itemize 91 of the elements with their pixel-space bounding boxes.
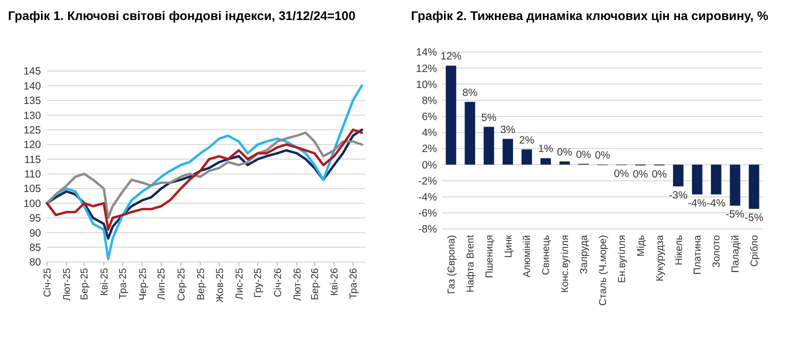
y-tick-label: 130 <box>23 110 42 122</box>
data-label: 0% <box>557 146 572 158</box>
x-tick-label: Сталь (Ч.море) <box>598 235 609 306</box>
y-tick-label: 80 <box>29 256 42 269</box>
x-tick-label: Платина <box>692 234 704 275</box>
y-tick-label: -6% <box>418 208 437 220</box>
data-label: 3% <box>500 124 516 136</box>
x-tick-label: Конс.вугілля <box>560 235 572 293</box>
data-label: -5% <box>726 208 744 221</box>
bar <box>540 158 551 165</box>
x-tick-label: Бер-26 <box>310 268 322 300</box>
y-tick-label: -2% <box>418 175 437 188</box>
data-label: -4% <box>688 197 707 210</box>
x-tick-label: Кві-25 <box>99 268 110 296</box>
data-label: 2% <box>519 134 534 146</box>
y-tick-label: 120 <box>23 139 42 152</box>
y-tick-label: 14% <box>416 46 437 59</box>
bar <box>748 164 760 209</box>
x-tick-label: Свинець <box>541 235 552 276</box>
y-tick-label: 90 <box>29 227 42 240</box>
x-tick-label: Паладій <box>730 235 742 273</box>
bar <box>464 102 476 165</box>
y-tick-label: 0% <box>422 159 437 172</box>
y-tick-label: 4% <box>422 127 437 140</box>
data-label: 0% <box>652 168 667 180</box>
y-tick-label: 85 <box>29 242 42 254</box>
x-tick-label: Пшениця <box>484 235 496 278</box>
data-label: 0% <box>576 148 592 161</box>
chart-title: Графік 2. Тижнева динаміка ключових цін на сировину, % <box>411 9 768 23</box>
bar <box>522 149 532 165</box>
y-tick-label: 140 <box>23 80 42 92</box>
bar <box>502 138 514 165</box>
chart-title: Графік 1. Ключові світові фондові індекси, 31/12/24=100 <box>8 9 356 23</box>
bar <box>559 161 570 165</box>
x-tick-label: Золото <box>712 234 723 268</box>
y-tick-label: 10% <box>416 78 437 91</box>
x-tick-label: Лют-26 <box>292 268 304 301</box>
y-tick-label: 105 <box>23 183 42 196</box>
y-tick-label: 145 <box>23 66 42 78</box>
data-label: -5% <box>744 212 764 224</box>
y-tick-label: 110 <box>24 168 42 181</box>
x-tick-label: Сер-25 <box>176 268 188 301</box>
y-tick-label: -8% <box>418 224 437 236</box>
x-tick-label: Січ-25 <box>42 268 54 298</box>
data-label: 0% <box>594 150 610 162</box>
x-tick-label: Нікель <box>674 235 685 266</box>
x-tick-label: Бер-25 <box>80 268 91 300</box>
x-tick-label: Срібло <box>750 234 761 267</box>
y-tick-label: 135 <box>23 95 42 108</box>
x-tick-label: Алюміній <box>522 235 534 278</box>
x-tick-label: Січ-26 <box>272 268 284 298</box>
data-label: 0% <box>632 168 648 180</box>
y-tick-label: 125 <box>23 124 42 136</box>
y-tick-label: 12% <box>416 62 437 75</box>
data-label: 0% <box>614 168 630 180</box>
bar <box>730 164 740 206</box>
x-tick-label: Мідь <box>636 235 647 257</box>
y-tick-label: 100 <box>23 198 42 210</box>
x-tick-label: Гру-25 <box>253 268 264 298</box>
x-tick-label: Лип-25 <box>156 268 168 300</box>
x-tick-label: Нафта Brent <box>465 234 476 292</box>
data-label: 5% <box>481 112 496 124</box>
bar <box>692 164 702 194</box>
data-label: -4% <box>706 197 726 210</box>
x-tick-label: Кукурудза <box>654 234 666 282</box>
y-tick-label: 95 <box>29 212 42 225</box>
x-tick-label: Газ (Європа) <box>446 235 458 294</box>
x-tick-label: Жов-25 <box>214 268 226 302</box>
x-tick-label: Ен.вугілля <box>616 235 628 284</box>
bar <box>484 126 494 165</box>
y-tick-label: 6% <box>422 111 437 124</box>
x-tick-label: Лют-25 <box>62 268 74 301</box>
y-tick-label: -4% <box>418 191 437 204</box>
x-tick-label: Тра-26 <box>348 268 360 300</box>
x-tick-label: Чер-25 <box>138 268 149 300</box>
x-tick-label: Лис-25 <box>234 268 246 300</box>
data-label: -3% <box>668 189 688 202</box>
x-tick-label: Цинк <box>503 234 514 258</box>
x-tick-label: Кві-26 <box>330 268 341 296</box>
x-tick-label: Тра-25 <box>118 268 130 300</box>
x-tick-label: Вер-25 <box>196 268 207 300</box>
y-tick-label: 8% <box>422 94 437 107</box>
y-tick-label: 115 <box>24 154 42 166</box>
x-tick-label: Залруда <box>579 234 590 274</box>
bar <box>710 164 722 194</box>
data-label: 12% <box>440 50 462 63</box>
data-label: 8% <box>462 86 478 99</box>
bar <box>446 66 456 165</box>
y-tick-label: 2% <box>422 143 437 156</box>
data-label: 1% <box>538 143 554 156</box>
bar <box>673 164 684 186</box>
